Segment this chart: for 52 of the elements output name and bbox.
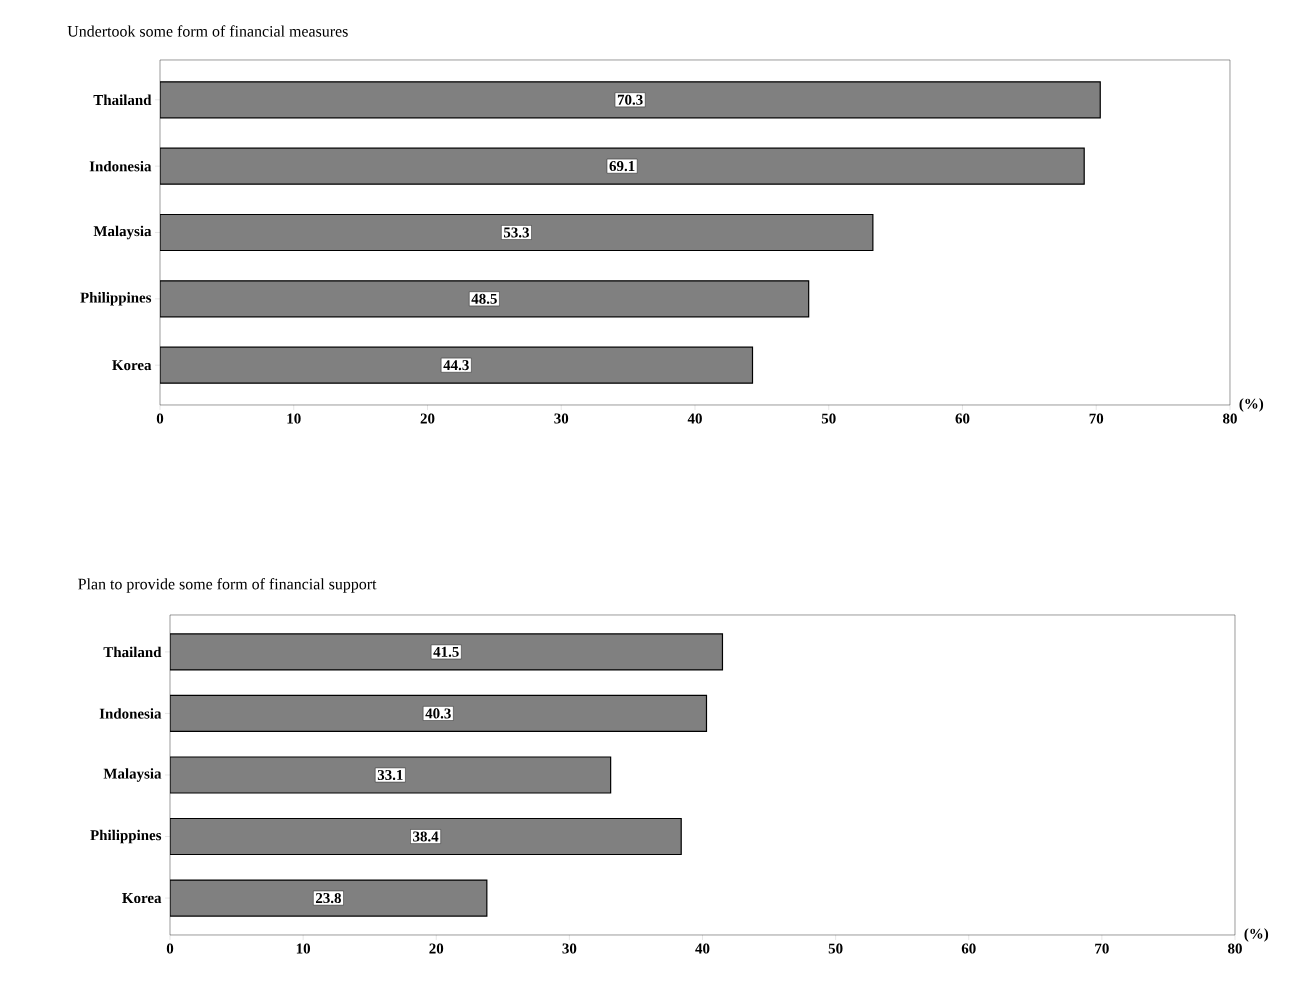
x-tick-label: 20 [429,943,444,954]
x-axis-title: (%) [1244,928,1269,942]
x-tick-label: 50 [828,943,843,954]
y-tick-label: Korea [122,893,162,904]
x-tick-label: 70 [1095,943,1109,954]
y-tick-label: Korea [112,360,152,371]
bar [160,280,810,318]
x-tick-label: 60 [955,413,970,424]
data-label: 23.8 [315,892,341,904]
y-tick-label: Malaysia [103,768,162,782]
x-tick-label: 0 [156,413,164,424]
data-label: 38.4 [413,831,439,842]
chart-title: Plan to provide some form of financial support [78,578,377,593]
bar [160,147,1085,185]
x-tick-label: 20 [420,413,435,424]
x-axis-title: (%) [1239,398,1264,412]
x-tick-label: 30 [562,943,577,954]
data-label: 70.3 [617,94,643,105]
x-tick-label: 80 [1223,413,1237,424]
y-tick-label: Philippines [90,829,162,844]
y-tick-label: Indonesia [89,160,152,172]
bar [160,213,874,252]
x-tick-label: 0 [166,943,174,954]
bar [170,817,682,856]
data-label: 48.5 [471,293,497,304]
x-tick-label: 60 [961,943,976,954]
bar [170,879,488,917]
chart-title: Undertook some form of financial measures [67,25,348,37]
x-tick-label: 30 [554,413,569,424]
bar [160,346,754,384]
y-tick-label: Thailand [103,646,162,658]
bar [170,694,708,733]
data-label: 41.5 [433,646,459,657]
x-tick-label: 40 [695,943,710,954]
y-tick-label: Malaysia [93,225,152,240]
bar [170,633,724,671]
y-tick-label: Thailand [93,94,152,106]
x-tick-label: 40 [687,413,702,424]
y-tick-label: Indonesia [99,708,162,719]
bar [170,756,612,794]
data-label: 40.3 [425,708,451,719]
x-tick-label: 70 [1089,413,1104,424]
data-label: 69.1 [609,161,635,172]
bar [160,81,1101,119]
x-tick-label: 10 [287,413,301,424]
x-tick-label: 50 [821,413,836,424]
x-tick-label: 80 [1228,943,1242,954]
data-label: 53.3 [503,227,529,238]
data-label: 33.1 [377,769,403,781]
data-label: 44.3 [443,360,469,371]
y-tick-label: Philippines [80,292,152,306]
x-tick-label: 10 [296,943,311,954]
